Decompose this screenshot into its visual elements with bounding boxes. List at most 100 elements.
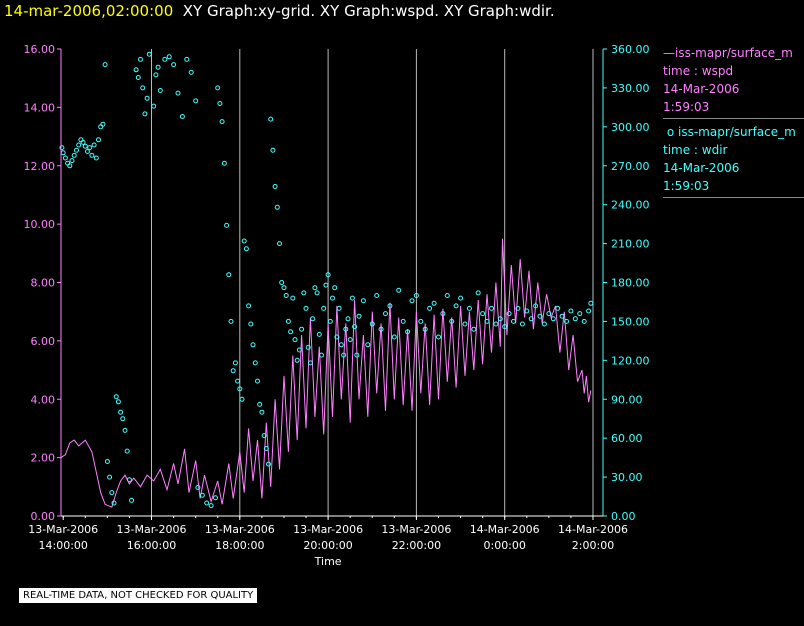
wdir-point bbox=[204, 500, 210, 506]
legend-entry-wdir[interactable]: o iss-mapr/surface_m time : wdir 14-Mar-… bbox=[663, 123, 804, 195]
wdir-point bbox=[129, 497, 135, 503]
x-axis-label: Time bbox=[314, 555, 342, 568]
wdir-point bbox=[155, 64, 161, 70]
wdir-point bbox=[307, 360, 313, 366]
wdir-point bbox=[241, 238, 247, 244]
wdir-point bbox=[268, 116, 274, 122]
legend-wspd-time: 1:59:03 bbox=[663, 100, 710, 114]
wdir-point bbox=[111, 500, 117, 506]
legend: —iss-mapr/surface_m time : wspd 14-Mar-2… bbox=[663, 44, 804, 202]
wdir-point bbox=[413, 293, 419, 298]
legend-wspd-vars: time : wspd bbox=[663, 64, 734, 78]
wdir-point bbox=[67, 163, 73, 169]
wdir-point bbox=[266, 461, 271, 467]
wdir-point bbox=[519, 321, 525, 327]
legend-entry-wspd[interactable]: —iss-mapr/surface_m time : wspd 14-Mar-2… bbox=[663, 44, 804, 116]
y-right-tick-label: 270.00 bbox=[611, 160, 650, 173]
wdir-point bbox=[334, 334, 340, 340]
wdir-point bbox=[82, 143, 88, 149]
wdir-point bbox=[387, 303, 393, 309]
wdir-point bbox=[259, 409, 265, 415]
wdir-point bbox=[343, 326, 349, 332]
legend-wdir-date: 14-Mar-2006 bbox=[663, 161, 740, 175]
wdir-point bbox=[299, 326, 305, 332]
wdir-point bbox=[330, 295, 335, 301]
wdir-point bbox=[65, 160, 71, 166]
wdir-point bbox=[224, 222, 230, 228]
wdir-point bbox=[400, 318, 406, 324]
wdir-point bbox=[418, 318, 424, 324]
wdir-point bbox=[89, 152, 95, 158]
wdir-point bbox=[80, 139, 86, 145]
x-tick-label: 0:00:00 bbox=[483, 539, 525, 552]
wdir-point bbox=[524, 308, 530, 314]
wdir-point bbox=[226, 272, 232, 278]
legend-divider-bottom bbox=[663, 197, 804, 198]
wdir-point bbox=[252, 360, 258, 366]
wdir-point bbox=[325, 272, 331, 278]
wdir-point bbox=[257, 401, 263, 407]
wdir-point bbox=[100, 121, 106, 127]
wdir-point bbox=[60, 150, 66, 156]
y-left-tick-label: 0.00 bbox=[31, 510, 56, 523]
wdir-point bbox=[142, 111, 148, 117]
y-right-tick-label: 210.00 bbox=[611, 238, 650, 251]
wdir-point bbox=[135, 75, 141, 80]
wdir-point bbox=[118, 409, 124, 415]
wspd-series bbox=[60, 238, 592, 508]
y-left-tick-label: 10.00 bbox=[24, 218, 56, 231]
y-right-tick-label: 90.00 bbox=[611, 393, 643, 406]
wdir-point bbox=[126, 477, 132, 483]
wdir-point bbox=[458, 295, 464, 301]
wdir-point bbox=[316, 331, 322, 337]
wdir-point bbox=[383, 311, 388, 317]
wdir-point bbox=[277, 241, 282, 247]
wdir-point bbox=[489, 305, 494, 311]
x-tick-label: 13-Mar-2006 bbox=[205, 523, 275, 536]
wdir-point bbox=[444, 293, 450, 298]
wdir-point bbox=[572, 316, 578, 322]
x-tick-label: 16:00:00 bbox=[127, 539, 176, 552]
wdir-point bbox=[179, 114, 185, 119]
wdir-point bbox=[188, 69, 194, 75]
wdir-point bbox=[166, 54, 172, 60]
wdir-point bbox=[76, 142, 82, 148]
x-tick-label: 20:00:00 bbox=[303, 539, 352, 552]
x-tick-label: 13-Mar-2006 bbox=[117, 523, 187, 536]
wdir-point bbox=[484, 318, 490, 324]
title-graphs: XY Graph:xy-grid. XY Graph:wspd. XY Grap… bbox=[182, 2, 555, 20]
wdir-point bbox=[515, 305, 521, 311]
legend-wdir-name: iss-mapr/surface_m bbox=[677, 125, 796, 139]
wdir-point bbox=[427, 305, 433, 311]
wdir-point bbox=[109, 490, 115, 496]
wdir-point bbox=[162, 56, 168, 62]
legend-wspd-date: 14-Mar-2006 bbox=[663, 82, 740, 96]
wdir-point bbox=[365, 342, 371, 348]
wdir-point bbox=[78, 137, 84, 143]
wdir-point bbox=[270, 147, 276, 153]
wdir-point bbox=[349, 295, 355, 301]
y-right-tick-label: 30.00 bbox=[611, 471, 643, 484]
legend-wdir-time: 1:59:03 bbox=[663, 179, 710, 193]
wdir-point bbox=[248, 321, 254, 327]
wdir-point bbox=[559, 313, 565, 319]
y-left-tick-label: 8.00 bbox=[31, 277, 56, 290]
quality-disclaimer: REAL-TIME DATA, NOT CHECKED FOR QUALITY bbox=[19, 588, 258, 603]
wdir-point bbox=[301, 290, 307, 296]
wdir-point bbox=[550, 316, 556, 322]
x-tick-label: 13-Mar-2006 bbox=[28, 523, 98, 536]
wdir-point bbox=[292, 337, 298, 343]
wdir-point bbox=[449, 318, 455, 324]
wdir-point bbox=[303, 305, 309, 311]
axes bbox=[57, 48, 607, 520]
wdir-point bbox=[493, 321, 499, 327]
y-right-tick-label: 120.00 bbox=[611, 354, 650, 367]
wdir-point bbox=[246, 303, 252, 309]
y-right-tick-label: 300.00 bbox=[611, 121, 650, 134]
wdir-point bbox=[564, 318, 569, 324]
wdir-point bbox=[290, 295, 296, 301]
wdir-point bbox=[288, 329, 294, 335]
wdir-point bbox=[555, 305, 561, 311]
wdir-point bbox=[184, 56, 190, 62]
wdir-point bbox=[537, 313, 543, 319]
